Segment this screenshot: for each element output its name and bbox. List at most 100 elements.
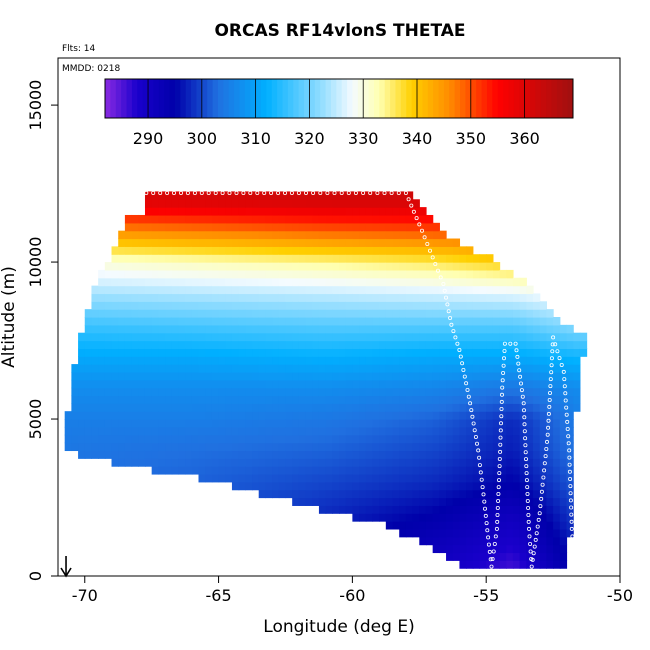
heatmap-cell (332, 481, 340, 491)
heatmap-cell (379, 293, 387, 302)
heatmap-cell (359, 419, 367, 428)
heatmap-cell (265, 230, 273, 240)
heatmap-cell (359, 301, 367, 310)
heatmap-cell (245, 293, 253, 302)
heatmap-cell (185, 293, 193, 302)
heatmap-cell (298, 199, 307, 208)
heatmap-cell (252, 324, 260, 334)
heatmap-cell (499, 285, 507, 295)
heatmap-cell (171, 379, 180, 389)
heatmap-cell (165, 379, 173, 389)
heatmap-cell (151, 207, 159, 216)
heatmap-cell (158, 458, 166, 467)
flight-track-point (539, 496, 544, 501)
heatmap-cell (439, 348, 447, 357)
heatmap-cell (218, 277, 226, 287)
heatmap-cell (252, 466, 260, 475)
heatmap-cell (412, 371, 420, 381)
heatmap-cell (359, 426, 367, 436)
heatmap-cell (559, 419, 568, 428)
heatmap-cell (131, 458, 139, 467)
heatmap-cell (419, 513, 427, 522)
flight-track-point (339, 190, 344, 195)
heatmap-cell (265, 434, 273, 444)
heatmap-cell (519, 309, 527, 318)
heatmap-cell (466, 466, 474, 475)
heatmap-cell (231, 466, 240, 475)
flight-track-point (525, 485, 530, 490)
heatmap-cell (539, 466, 547, 475)
heatmap-cell (71, 426, 79, 436)
flight-track-point (497, 456, 502, 461)
heatmap-cell (392, 254, 400, 263)
heatmap-cell (265, 356, 273, 365)
heatmap-cell (258, 395, 266, 404)
heatmap-cell (359, 214, 367, 224)
heatmap-cell (325, 371, 333, 381)
heatmap-cell (332, 379, 340, 389)
heatmap-cell (472, 387, 481, 397)
heatmap-cell (272, 371, 280, 381)
heatmap-cell (325, 230, 333, 240)
heatmap-cell (385, 364, 394, 373)
heatmap-cell (359, 199, 367, 208)
heatmap-cell (198, 246, 206, 255)
heatmap-cell (365, 199, 374, 208)
colorbar-swatch (551, 79, 558, 118)
heatmap-cell (318, 379, 327, 389)
heatmap-cell (472, 473, 481, 483)
heatmap-cell (405, 246, 414, 255)
heatmap-cell (318, 230, 327, 240)
heatmap-cell (185, 419, 193, 428)
heatmap-cell (118, 450, 126, 459)
heatmap-cell (459, 403, 467, 412)
heatmap-cell (292, 340, 300, 349)
heatmap-cell (339, 466, 347, 475)
heatmap-cell (198, 309, 206, 318)
heatmap-cell (231, 277, 240, 287)
heatmap-cell (131, 285, 139, 295)
heatmap-cell (305, 473, 313, 483)
heatmap-cell (519, 356, 527, 365)
heatmap-cell (231, 411, 240, 420)
heatmap-cell (379, 269, 387, 279)
heatmap-cell (452, 387, 461, 397)
heatmap-cell (466, 528, 474, 538)
heatmap-cell (278, 481, 287, 491)
heatmap-cell (392, 230, 400, 240)
heatmap-cell (533, 552, 541, 561)
heatmap-cell (559, 403, 568, 412)
heatmap-cell (131, 419, 139, 428)
heatmap-cell (466, 481, 474, 491)
heatmap-cell (211, 387, 220, 397)
heatmap-cell (185, 222, 193, 232)
heatmap-cell (158, 230, 166, 240)
heatmap-cell (111, 356, 119, 365)
heatmap-cell (312, 411, 320, 420)
heatmap-cell (104, 285, 113, 295)
heatmap-cell (372, 246, 380, 255)
heatmap-cell (138, 379, 146, 389)
heatmap-cell (305, 348, 313, 357)
heatmap-cell (405, 191, 414, 200)
flight-track-point (482, 506, 487, 511)
heatmap-cell (392, 199, 400, 208)
heatmap-cell (111, 246, 119, 255)
heatmap-cell (265, 364, 273, 373)
heatmap-cell (178, 466, 186, 475)
heatmap-cell (432, 301, 440, 310)
heatmap-cell (419, 411, 427, 420)
heatmap-cell (419, 262, 427, 271)
heatmap-cell (171, 230, 180, 240)
flight-track-point (522, 429, 527, 434)
heatmap-cell (312, 403, 320, 412)
heatmap-cell (231, 246, 240, 255)
heatmap-cell (506, 442, 514, 452)
heatmap-cell (446, 309, 454, 318)
heatmap-cell (332, 199, 340, 208)
heatmap-cell (185, 254, 193, 263)
heatmap-cell (144, 214, 153, 224)
heatmap-cell (459, 301, 467, 310)
heatmap-cell (405, 238, 414, 247)
heatmap-cell (519, 340, 527, 349)
